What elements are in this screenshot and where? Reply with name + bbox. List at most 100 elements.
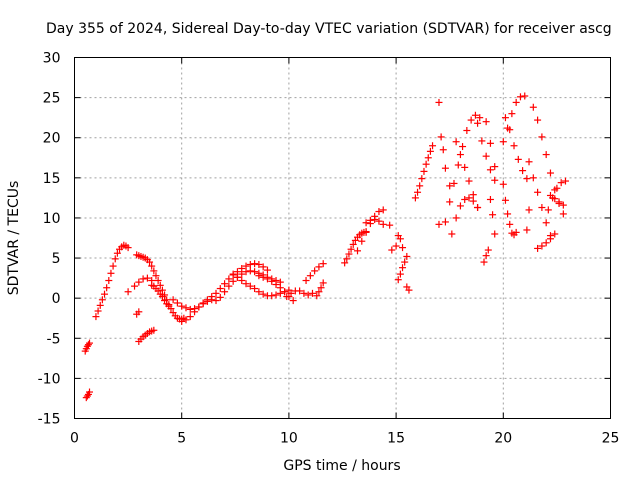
data-point xyxy=(439,146,447,154)
y-axis-label: SDTVAR / TECUs xyxy=(6,181,22,296)
y-tick-label: 10 xyxy=(43,211,61,227)
series-arc-ad xyxy=(480,246,492,266)
data-point xyxy=(501,114,509,122)
data-point xyxy=(538,242,546,250)
data-point xyxy=(86,339,94,347)
data-point xyxy=(233,273,241,281)
data-point xyxy=(124,244,132,252)
data-point xyxy=(450,179,458,187)
data-point xyxy=(255,272,263,280)
data-point xyxy=(319,260,327,268)
data-point xyxy=(263,266,271,274)
x-tick-label: 15 xyxy=(387,431,405,447)
series-arc-t xyxy=(386,221,407,254)
data-point xyxy=(319,279,327,287)
data-point xyxy=(506,126,514,134)
data-point xyxy=(399,264,407,272)
data-point xyxy=(84,341,92,349)
data-point xyxy=(268,277,276,285)
data-point xyxy=(516,93,524,101)
data-point xyxy=(486,195,494,203)
data-point xyxy=(411,194,419,202)
x-axis-label: GPS time / hours xyxy=(283,458,400,474)
data-point xyxy=(221,288,229,296)
data-point xyxy=(551,195,559,203)
data-point xyxy=(259,263,267,271)
data-point xyxy=(221,280,229,288)
data-point xyxy=(156,281,164,289)
data-point xyxy=(521,92,529,100)
y-tick-label: 30 xyxy=(43,51,61,67)
x-tick-label: 20 xyxy=(494,431,512,447)
data-point xyxy=(94,307,102,315)
data-point xyxy=(246,267,254,275)
data-point xyxy=(349,240,357,248)
data-point xyxy=(111,255,119,263)
data-point xyxy=(557,179,565,187)
data-point xyxy=(422,160,430,168)
data-point xyxy=(379,220,387,228)
data-point xyxy=(435,98,443,106)
data-point xyxy=(216,285,224,293)
data-point xyxy=(416,182,424,190)
data-point xyxy=(143,274,151,282)
data-point xyxy=(420,167,428,175)
data-point xyxy=(86,388,94,396)
data-point xyxy=(542,239,550,247)
data-point xyxy=(135,308,143,316)
series-arc-ah xyxy=(501,114,531,183)
series-arc-ag xyxy=(499,180,520,239)
data-point xyxy=(553,184,561,192)
series-arc-e xyxy=(133,251,188,323)
y-tick-label: 15 xyxy=(43,171,61,187)
data-point xyxy=(268,292,276,300)
data-point xyxy=(478,137,486,145)
series-arc-ak xyxy=(534,230,559,252)
data-point xyxy=(452,138,460,146)
data-point xyxy=(158,286,166,294)
data-point xyxy=(371,216,379,224)
data-point xyxy=(414,188,422,196)
data-point xyxy=(456,202,464,210)
data-point xyxy=(448,230,456,238)
data-point xyxy=(343,255,351,263)
data-point xyxy=(454,161,462,169)
data-point xyxy=(476,114,484,122)
series-arc-w xyxy=(411,142,437,202)
data-point xyxy=(491,163,499,171)
data-point xyxy=(345,250,353,258)
data-point xyxy=(139,275,147,283)
data-point xyxy=(178,302,186,310)
series-arc-an xyxy=(523,206,533,234)
data-point xyxy=(191,308,199,316)
data-point xyxy=(229,277,237,285)
series-arc-ac xyxy=(482,118,499,171)
data-point xyxy=(484,246,492,254)
data-point xyxy=(441,164,449,172)
data-point xyxy=(534,116,542,124)
data-point xyxy=(499,138,507,146)
data-point xyxy=(186,313,194,321)
series-arc-f xyxy=(135,326,158,345)
data-point xyxy=(512,228,520,236)
data-point xyxy=(459,143,467,151)
data-point xyxy=(317,284,325,292)
data-point xyxy=(482,152,490,160)
series-arc-c xyxy=(92,241,132,321)
data-point xyxy=(523,226,531,234)
series-arc-i xyxy=(169,296,216,313)
data-point xyxy=(403,252,411,260)
data-point xyxy=(150,326,158,334)
data-point xyxy=(154,277,162,285)
series-arc-b xyxy=(81,339,94,355)
data-point xyxy=(465,177,473,185)
data-point xyxy=(538,133,546,141)
data-point xyxy=(101,290,109,298)
series-arc-j xyxy=(178,260,271,325)
series-arc-h xyxy=(148,281,173,310)
series-arc-p xyxy=(313,279,327,300)
data-point xyxy=(199,299,207,307)
axis-tick-labels: 0 5 10 15 20 25 -15 -10 -5 0 5 10 15 20 25 30 xyxy=(38,51,620,447)
chart-title: Day 355 of 2024, Sidereal Day-to-day VTE… xyxy=(46,21,612,37)
series-arc-ai xyxy=(529,103,567,218)
